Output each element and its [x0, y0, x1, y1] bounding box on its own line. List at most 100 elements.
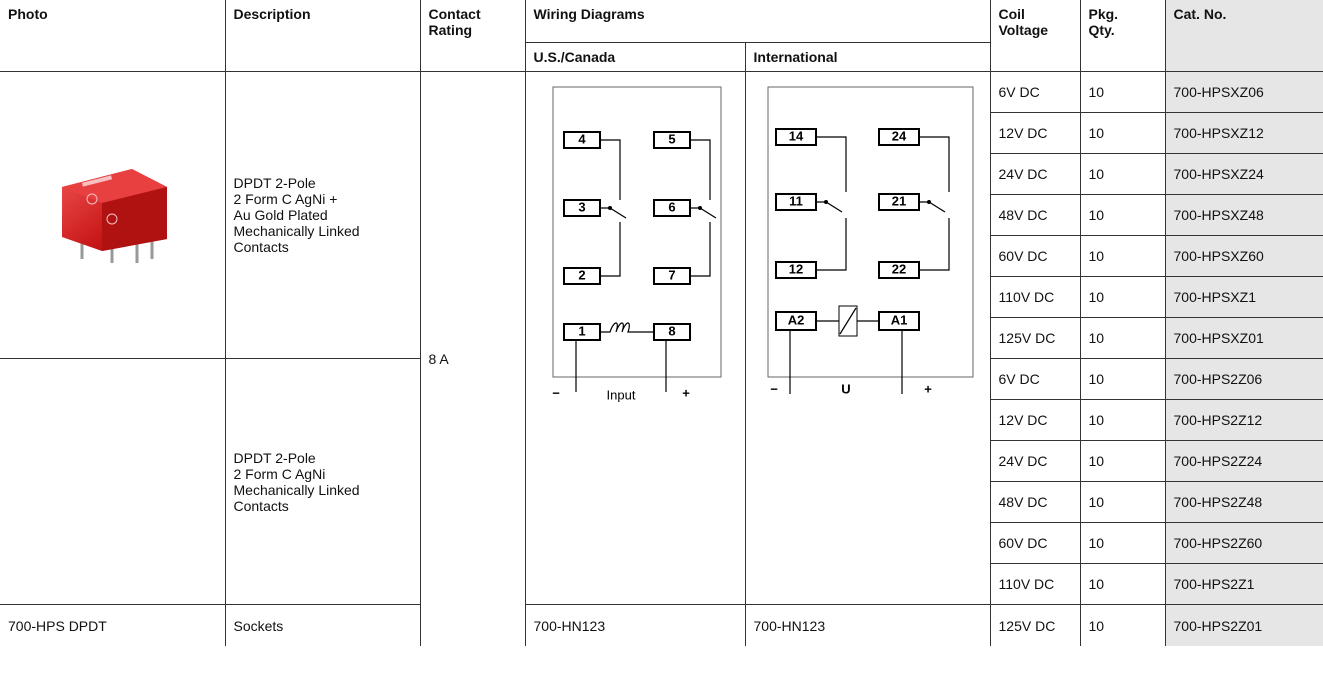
terminal-label: 8 — [668, 323, 675, 338]
pkg-qty: 10 — [1079, 317, 1166, 359]
table-row: 48V DC 10 700-HPSXZ48 — [0, 194, 1323, 236]
coil-voltage: 60V DC — [990, 522, 1081, 564]
terminal-label: 3 — [578, 199, 585, 214]
header-photo: Photo — [0, 0, 226, 72]
relay-photo — [62, 168, 168, 263]
description-line: Contacts — [233, 239, 289, 255]
terminal-label: A1 — [890, 312, 907, 327]
terminal-label: 7 — [668, 267, 675, 282]
description-cell: DPDT 2-Pole 2 Form C AgNi Mechanically Lin… — [224, 358, 421, 605]
pkg-qty: 10 — [1079, 522, 1166, 564]
coil-voltage: 60V DC — [990, 235, 1081, 277]
photo-cell — [0, 71, 226, 359]
description-line: Au Gold Plated — [233, 207, 328, 223]
table-row: 60V DC 10 700-HPSXZ60 — [0, 235, 1323, 277]
cat-no: 700-HPS2Z12 — [1164, 399, 1323, 441]
table-row: 24V DC 10 700-HPS2Z24 — [0, 440, 1323, 482]
terminal-label: 14 — [788, 128, 803, 143]
table-row: 700-HPS DPDT Sockets 700-HN123 700-HN123 125… — [0, 604, 1323, 646]
socket-international: 700-HN123 — [744, 604, 991, 646]
table-row: 24V DC 10 700-HPSXZ24 — [0, 153, 1323, 195]
cat-no: 700-HPS2Z01 — [1164, 604, 1323, 646]
description-line: DPDT 2-Pole — [233, 175, 316, 191]
coil-voltage: 110V DC — [990, 563, 1081, 605]
plus-label: + — [682, 385, 690, 400]
cat-no: 700-HPSXZ24 — [1164, 153, 1323, 195]
header-international: International — [744, 42, 990, 72]
header-us-canada: U.S./Canada — [525, 42, 746, 72]
coil-voltage: 12V DC — [990, 399, 1081, 441]
cat-no: 700-HPS2Z06 — [1164, 358, 1323, 400]
cat-no: 700-HPSXZ01 — [1164, 317, 1323, 359]
description-line: 2 Form C AgNi + — [233, 191, 338, 207]
socket-us-canada: 700-HN123 — [524, 604, 746, 646]
input-label: Input — [606, 387, 635, 402]
cat-no: 700-HPS2Z24 — [1164, 440, 1323, 482]
coil-voltage: 125V DC — [990, 317, 1081, 359]
description-cell: DPDT 2-Pole 2 Form C AgNi + Au Gold Plated… — [224, 71, 421, 359]
cat-no: 700-HPSXZ48 — [1164, 194, 1323, 236]
coil-voltage: 48V DC — [990, 194, 1081, 236]
us-canada-diagram: 4 5 3 6 2 7 1 8 − Input + — [552, 86, 721, 402]
description-line: 2 Form C AgNi — [233, 465, 326, 482]
table-row: DPDT 2-Pole 2 Form C AgNi + Au Gold Plated… — [0, 71, 1323, 646]
product-table: Photo Description Contact Rating Wiring … — [0, 0, 1323, 646]
cat-no: 700-HPSXZ60 — [1164, 235, 1323, 277]
coil-voltage: 110V DC — [990, 276, 1081, 318]
international-diagram: 14 24 11 21 12 22 A2 A1 − U + — [767, 86, 973, 396]
pkg-qty: 10 — [1079, 112, 1166, 154]
description-line: Mechanically Linked — [233, 223, 360, 239]
pkg-qty: 10 — [1079, 194, 1166, 236]
header-wiring-diagrams: Wiring Diagrams — [524, 0, 991, 43]
cat-no: 700-HPSXZ1 — [1164, 276, 1323, 318]
header-coil-voltage: Coil Voltage — [989, 0, 1081, 72]
terminal-label: 11 — [789, 193, 803, 208]
minus-label: − — [770, 381, 778, 396]
coil-voltage: 12V DC — [990, 112, 1081, 154]
pkg-qty: 10 — [1079, 399, 1166, 441]
terminal-label: 22 — [891, 261, 905, 276]
header-pkg-qty: Pkg. Qty. — [1079, 0, 1166, 72]
terminal-label: 5 — [668, 131, 675, 146]
pkg-qty: 10 — [1079, 440, 1166, 482]
coil-voltage: 6V DC — [989, 358, 1081, 400]
table-row: 12V DC 10 700-HPS2Z12 — [0, 399, 1323, 441]
table-row: 125V DC 10 700-HPSXZ01 — [0, 317, 1323, 359]
cat-no: 700-HPSXZ12 — [1164, 112, 1323, 154]
coil-voltage: 48V DC — [990, 481, 1081, 523]
international-diagram-cell: 14 24 11 21 12 22 A2 A1 − U + — [744, 71, 991, 605]
pkg-qty: 10 — [1079, 71, 1166, 113]
description-line: DPDT 2-Pole — [233, 449, 316, 466]
cat-no: 700-HPS2Z60 — [1164, 522, 1323, 564]
terminal-label: 21 — [891, 193, 905, 208]
u-label: U — [841, 381, 850, 396]
table-row: DPDT 2-Pole 2 Form C AgNi Mechanically Lin… — [0, 358, 1323, 605]
coil-voltage: 24V DC — [990, 440, 1081, 482]
table-row: 110V DC 10 700-HPSXZ1 — [0, 276, 1323, 318]
header-contact-rating: Contact Rating — [419, 0, 526, 72]
terminal-label: 12 — [788, 261, 802, 276]
table-row: 60V DC 10 700-HPS2Z60 — [0, 522, 1323, 564]
pkg-qty: 10 — [1079, 153, 1166, 195]
cat-no: 700-HPSXZ06 — [1164, 71, 1323, 113]
coil-voltage: 6V DC — [989, 71, 1081, 113]
photo-cell — [0, 358, 226, 605]
pkg-qty: 10 — [1079, 604, 1166, 646]
pkg-qty: 10 — [1079, 481, 1166, 523]
pkg-qty: 10 — [1079, 358, 1166, 400]
coil-voltage: 24V DC — [990, 153, 1081, 195]
socket-photo: 700-HPS DPDT — [0, 604, 226, 646]
minus-label: − — [552, 385, 560, 400]
plus-label: + — [924, 381, 932, 396]
terminal-label: 6 — [668, 199, 675, 214]
pkg-qty: 10 — [1079, 276, 1166, 318]
terminal-label: 24 — [891, 128, 906, 143]
pkg-qty: 10 — [1079, 235, 1166, 277]
header-description: Description — [224, 0, 421, 72]
us-canada-diagram-cell: 4 5 3 6 2 7 1 8 − Input + — [524, 71, 746, 605]
table-row: 110V DC 10 700-HPS2Z1 — [0, 563, 1323, 605]
description-line: Contacts — [233, 497, 289, 514]
cat-no: 700-HPS2Z1 — [1164, 563, 1323, 605]
table-row: 12V DC 10 700-HPSXZ12 — [0, 112, 1323, 154]
